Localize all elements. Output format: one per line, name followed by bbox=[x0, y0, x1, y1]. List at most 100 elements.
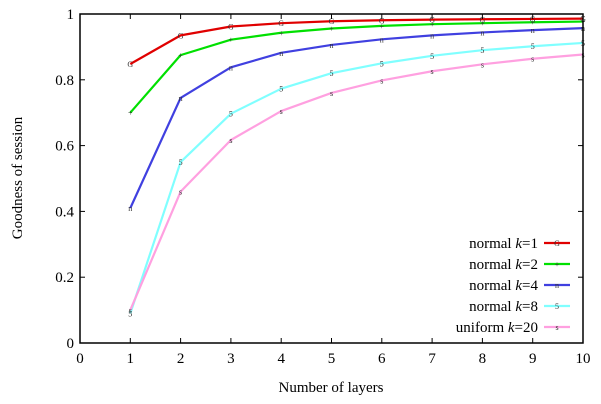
data-point: s bbox=[431, 67, 434, 76]
data-point: 5 bbox=[430, 52, 434, 61]
data-point: s bbox=[481, 60, 484, 69]
x-axis: 0 1 2 3 4 5 6 7 8 9 10 bbox=[76, 14, 591, 367]
data-point: + bbox=[279, 29, 284, 38]
legend-label-variable: k bbox=[515, 299, 522, 315]
x-tick-label: 0 bbox=[76, 351, 84, 367]
y-tick-label: 0.8 bbox=[55, 73, 74, 89]
data-point: n bbox=[430, 31, 434, 40]
data-point: + bbox=[480, 19, 485, 28]
data-point: s bbox=[229, 136, 232, 145]
legend-label-suffix: =1 bbox=[522, 236, 538, 252]
legend-label: normal k=8 bbox=[469, 299, 538, 315]
data-point: s bbox=[280, 107, 283, 116]
data-point: n bbox=[480, 28, 484, 37]
data-point: G bbox=[329, 17, 335, 26]
y-tick-label: 0.6 bbox=[55, 139, 74, 155]
series-line-4 bbox=[129, 41, 584, 314]
legend-label: normal k=2 bbox=[469, 257, 538, 273]
data-point: G bbox=[379, 16, 385, 25]
data-point: 5 bbox=[531, 42, 535, 51]
data-point: + bbox=[128, 109, 133, 118]
legend-label-prefix: normal bbox=[469, 236, 515, 252]
data-point: 5 bbox=[480, 46, 484, 55]
legend-marker: G bbox=[554, 239, 560, 248]
data-point: G bbox=[480, 15, 486, 24]
x-tick-label: 5 bbox=[328, 351, 336, 367]
legend-label-variable: k bbox=[515, 236, 522, 252]
x-tick-label: 7 bbox=[428, 351, 436, 367]
data-point: n bbox=[380, 35, 384, 44]
x-tick-label: 2 bbox=[177, 351, 185, 367]
data-point: 5 bbox=[229, 110, 233, 119]
data-point: n bbox=[229, 63, 233, 72]
legend-label-variable: k bbox=[508, 320, 515, 336]
data-point: + bbox=[380, 22, 385, 31]
data-point: + bbox=[530, 18, 535, 27]
legend-label-suffix: =4 bbox=[522, 278, 538, 294]
data-point: n bbox=[279, 49, 283, 58]
data-point: 5 bbox=[128, 309, 132, 318]
data-point: + bbox=[329, 24, 334, 33]
data-point: s bbox=[179, 188, 182, 197]
legend-label-prefix: normal bbox=[469, 299, 515, 315]
y-axis-title: Goodness of session bbox=[10, 116, 26, 239]
data-point: s bbox=[531, 55, 534, 64]
data-point: + bbox=[178, 51, 183, 60]
legend-label: normal k=1 bbox=[469, 236, 538, 252]
legend-marker: n bbox=[555, 281, 559, 290]
data-point: G bbox=[127, 60, 133, 69]
data-point: n bbox=[128, 204, 132, 213]
data-point: n bbox=[179, 94, 183, 103]
data-point: n bbox=[330, 41, 334, 50]
data-point: + bbox=[229, 36, 234, 45]
data-point: 5 bbox=[330, 69, 334, 78]
legend-marker: + bbox=[555, 260, 560, 269]
y-tick-label: 0.2 bbox=[55, 270, 74, 286]
legend-label: normal k=4 bbox=[469, 278, 538, 294]
data-point: 5 bbox=[380, 59, 384, 68]
data-point: + bbox=[430, 20, 435, 29]
x-tick-label: 8 bbox=[479, 351, 487, 367]
legend-marker: 5 bbox=[555, 302, 559, 311]
data-point: G bbox=[429, 16, 435, 25]
y-axis: 0 0.2 0.4 0.6 0.8 1 bbox=[55, 7, 583, 352]
data-point: 5 bbox=[179, 158, 183, 167]
series-line-2 bbox=[129, 20, 584, 114]
legend-marker: s bbox=[555, 323, 558, 332]
data-point: s bbox=[129, 306, 132, 315]
x-tick-label: 10 bbox=[576, 351, 591, 367]
legend-label-prefix: normal bbox=[469, 257, 515, 273]
series-line-5 bbox=[129, 53, 584, 311]
y-tick-label: 1 bbox=[67, 7, 75, 23]
legend-label-prefix: normal bbox=[469, 278, 515, 294]
legend-label-suffix: =8 bbox=[522, 299, 538, 315]
data-point: s bbox=[330, 89, 333, 98]
data-point: 5 bbox=[279, 85, 283, 94]
series-line-1 bbox=[129, 17, 584, 65]
legend-label-variable: k bbox=[515, 278, 522, 294]
x-tick-label: 3 bbox=[227, 351, 235, 367]
series-line-3 bbox=[129, 27, 584, 209]
legend-label-suffix: =20 bbox=[515, 320, 538, 336]
x-tick-label: 4 bbox=[277, 351, 285, 367]
legend-label-variable: k bbox=[515, 257, 522, 273]
series-layer bbox=[129, 17, 584, 314]
data-point: G bbox=[530, 15, 536, 24]
x-tick-label: 6 bbox=[378, 351, 386, 367]
x-tick-label: 1 bbox=[127, 351, 135, 367]
legend-label-prefix: uniform bbox=[456, 320, 508, 336]
data-point: n bbox=[531, 26, 535, 35]
data-point: G bbox=[178, 31, 184, 40]
y-tick-label: 0 bbox=[67, 336, 75, 352]
data-point: G bbox=[228, 23, 234, 32]
legend-label-suffix: =2 bbox=[522, 257, 538, 273]
data-point: G bbox=[278, 19, 284, 28]
data-point: s bbox=[380, 76, 383, 85]
x-tick-label: 9 bbox=[529, 351, 537, 367]
y-tick-label: 0.4 bbox=[55, 204, 74, 220]
legend-label: uniform k=20 bbox=[456, 320, 538, 336]
x-axis-title: Number of layers bbox=[279, 380, 384, 396]
